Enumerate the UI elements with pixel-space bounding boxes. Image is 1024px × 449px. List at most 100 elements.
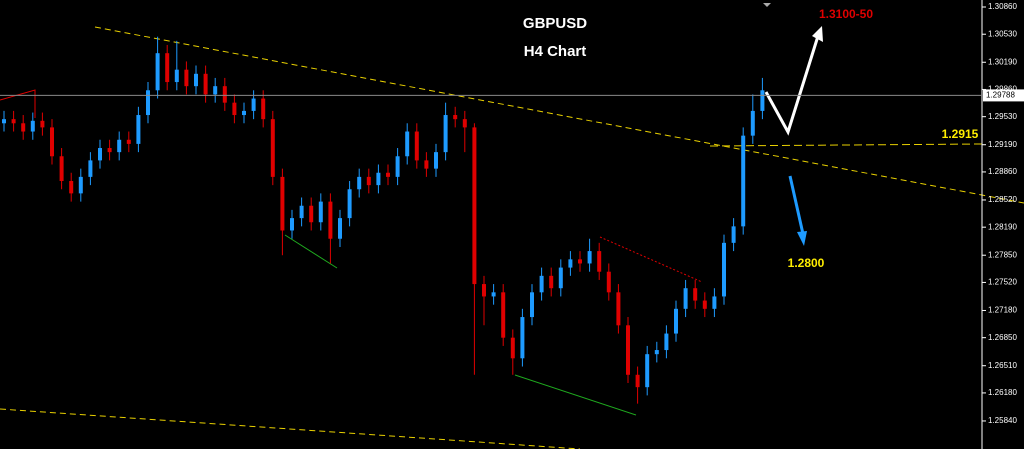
- candle-body: [760, 90, 765, 111]
- candle-body: [11, 119, 16, 124]
- y-tick-label: 1.26180: [988, 388, 1017, 397]
- y-tick-label: 1.28520: [988, 195, 1017, 204]
- candle-body: [290, 218, 294, 231]
- candle-body: [568, 259, 573, 268]
- candle-body: [443, 115, 448, 153]
- candle-body: [654, 350, 659, 355]
- shift-marker: [763, 3, 771, 7]
- candle-body: [366, 176, 371, 186]
- candle-body: [117, 139, 122, 153]
- chart-subtitle: H4 Chart: [524, 43, 587, 60]
- y-tick-label: 1.30190: [988, 57, 1017, 66]
- candle-body: [299, 205, 304, 219]
- candle-body: [59, 156, 64, 182]
- candle-body: [539, 275, 544, 293]
- y-tick-label: 1.27850: [988, 250, 1017, 259]
- candle-body: [741, 135, 746, 227]
- candle-body: [98, 148, 102, 161]
- y-tick-label: 1.29860: [988, 85, 1017, 94]
- candle-body: [424, 160, 429, 169]
- candle-body: [251, 98, 256, 111]
- candle-body: [309, 205, 314, 223]
- candle-body: [376, 172, 381, 186]
- candle-body: [414, 131, 419, 161]
- candle-body: [597, 251, 602, 272]
- arrow-head: [812, 26, 823, 42]
- trend-line: [94, 26, 1024, 204]
- candle-body: [194, 73, 198, 87]
- candle-body: [261, 98, 266, 120]
- candle-body: [270, 119, 275, 177]
- candle-body: [434, 152, 438, 169]
- drawing-line: [599, 236, 703, 283]
- trend-line: [0, 408, 581, 449]
- candle-body: [510, 337, 515, 359]
- candle-body: [549, 275, 554, 289]
- candle-body: [722, 242, 726, 297]
- candle-body: [750, 110, 755, 136]
- candle-body: [328, 201, 333, 239]
- candle-body: [674, 308, 678, 334]
- y-tick-label: 1.30860: [988, 2, 1017, 11]
- candle-body: [395, 156, 400, 177]
- candle-body: [616, 292, 621, 326]
- candle-body: [50, 127, 54, 157]
- candle-body: [453, 115, 458, 120]
- candle-body: [184, 69, 189, 87]
- candle-body: [558, 267, 563, 289]
- candle-body: [347, 189, 352, 219]
- current-price-label: 1.29788: [986, 91, 1015, 100]
- candle-body: [520, 317, 525, 359]
- candle-body: [462, 119, 467, 128]
- candle-body: [21, 123, 26, 132]
- y-tick-label: 1.27180: [988, 306, 1017, 315]
- candle-body: [146, 90, 150, 116]
- candle-body: [645, 354, 650, 388]
- level-line: [709, 143, 983, 147]
- candle-body: [606, 271, 611, 293]
- y-tick-label: 1.29190: [988, 140, 1017, 149]
- candle-body: [491, 292, 496, 297]
- candle-body: [587, 251, 592, 264]
- candle-body: [242, 110, 246, 116]
- candle-body: [712, 296, 717, 309]
- drawing-line: [284, 234, 338, 269]
- y-tick-label: 1.27520: [988, 278, 1017, 287]
- y-tick-label: 1.29530: [988, 112, 1017, 121]
- candle-body: [357, 176, 362, 190]
- candle-body: [702, 300, 707, 309]
- candles: [2, 36, 765, 404]
- candle-body: [501, 292, 506, 338]
- y-tick-label: 1.25840: [988, 416, 1017, 425]
- annotation: 1.3100-50: [819, 7, 873, 21]
- current-price-box: [983, 89, 1024, 102]
- annotation: 1.2915: [942, 127, 979, 141]
- candle-body: [405, 131, 410, 157]
- candle-body: [578, 259, 582, 264]
- candle-body: [222, 86, 227, 103]
- candle-body: [338, 218, 342, 239]
- candle-body: [683, 288, 688, 309]
- candle-body: [213, 86, 218, 95]
- candle-body: [635, 374, 640, 388]
- chart-title: GBPUSD: [523, 15, 587, 32]
- candle-body: [203, 73, 208, 95]
- candle-body: [30, 120, 35, 132]
- candle-body: [88, 160, 93, 177]
- y-tick-label: 1.28860: [988, 167, 1017, 176]
- candle-body: [174, 69, 179, 83]
- candle-body: [280, 176, 285, 231]
- arrow-head: [797, 231, 807, 246]
- drawing-line: [514, 374, 637, 416]
- candle-body: [155, 53, 160, 91]
- candle-body: [136, 115, 141, 144]
- y-tick-label: 1.30530: [988, 29, 1017, 38]
- candle-body: [165, 53, 170, 83]
- y-tick-label: 1.26510: [988, 361, 1017, 370]
- candle-body: [626, 325, 630, 375]
- candle-body: [232, 102, 237, 116]
- drawing-line: [0, 89, 36, 118]
- candle-body: [386, 172, 390, 177]
- candle-body: [318, 201, 323, 223]
